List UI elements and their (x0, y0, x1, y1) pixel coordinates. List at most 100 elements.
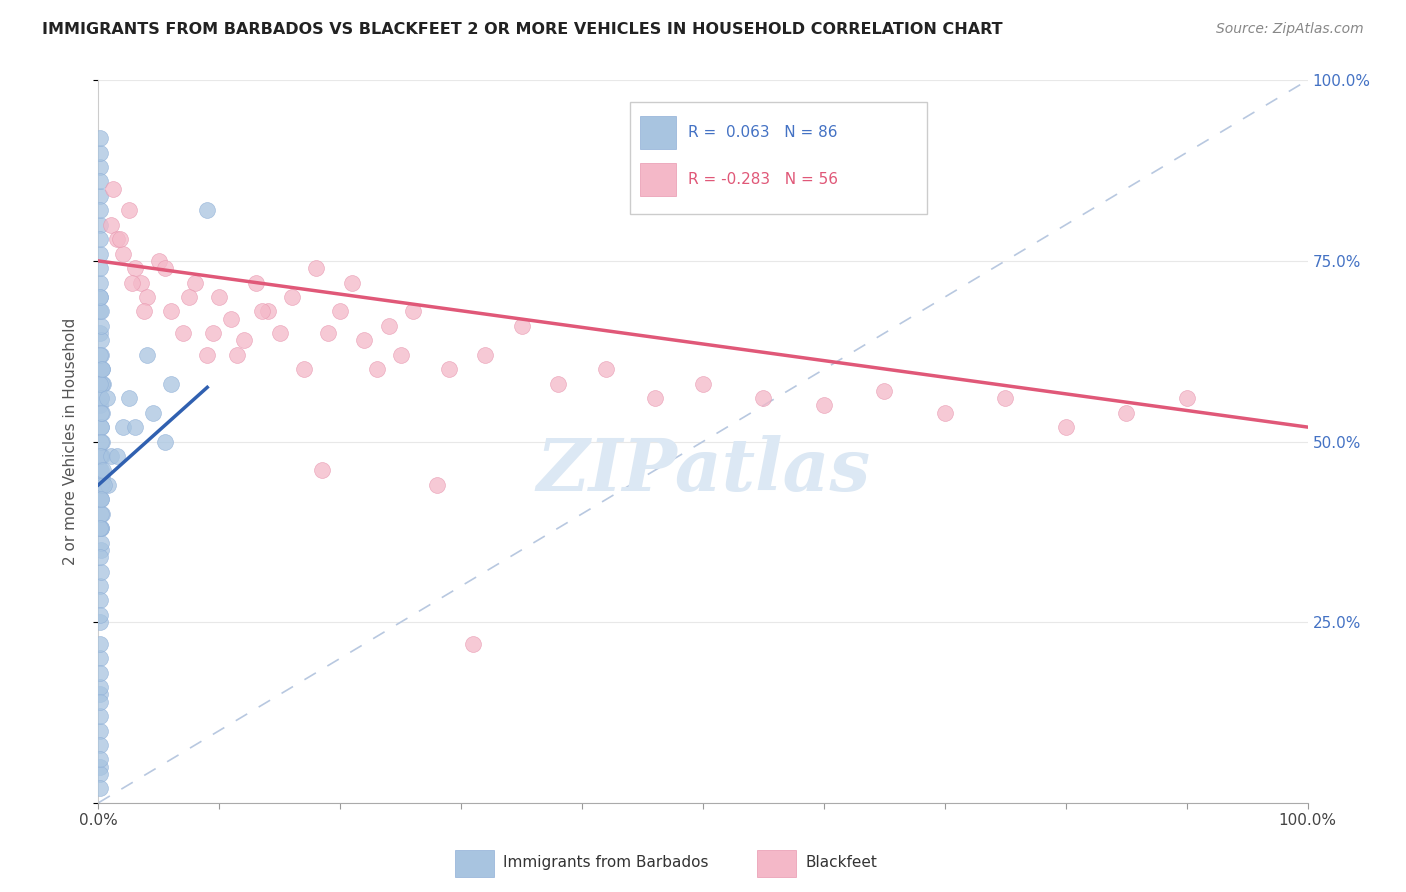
Point (89, 463, 111, 477)
Point (89, 261, 111, 276)
Point (89, 738, 111, 752)
Point (96, 391, 118, 405)
Text: Source: ZipAtlas.com: Source: ZipAtlas.com (1216, 22, 1364, 37)
Point (90, 507, 112, 521)
Point (105, 232, 128, 246)
Point (232, 334, 254, 348)
Point (89, 492, 111, 507)
Point (89, 521, 111, 535)
Point (91, 478, 114, 492)
Point (111, 246, 134, 260)
Point (179, 290, 201, 304)
Point (89, 680, 111, 694)
Point (89, 131, 111, 145)
Point (426, 478, 449, 492)
Point (1175, 391, 1198, 405)
Point (135, 348, 157, 362)
Point (118, 203, 141, 218)
Point (124, 420, 146, 434)
Point (100, 449, 122, 463)
FancyBboxPatch shape (640, 163, 676, 196)
Point (90, 449, 112, 463)
Point (91, 463, 114, 477)
Point (377, 318, 399, 333)
FancyBboxPatch shape (758, 850, 796, 877)
Text: Blackfeet: Blackfeet (806, 855, 877, 871)
Point (89, 665, 111, 680)
Point (93, 478, 115, 492)
Point (547, 376, 569, 391)
Point (91, 376, 114, 391)
Point (202, 326, 225, 340)
Point (994, 391, 1017, 405)
Point (353, 334, 375, 348)
Point (389, 348, 412, 362)
FancyBboxPatch shape (456, 850, 494, 877)
Point (148, 253, 170, 268)
Point (90, 521, 112, 535)
Point (90, 406, 112, 420)
Point (89, 174, 111, 188)
Point (89, 246, 111, 260)
Point (89, 615, 111, 630)
Point (89, 326, 111, 340)
Point (89, 550, 111, 565)
Point (90, 391, 112, 405)
Point (184, 276, 207, 290)
Point (89, 752, 111, 766)
Point (1115, 406, 1137, 420)
Point (89, 348, 111, 362)
Point (89, 290, 111, 304)
Point (437, 362, 460, 376)
Point (89, 695, 111, 709)
Point (89, 232, 111, 246)
Point (89, 593, 111, 607)
Point (118, 391, 141, 405)
Point (91, 406, 114, 420)
Text: R =  0.063   N = 86: R = 0.063 N = 86 (689, 125, 838, 140)
Point (292, 362, 315, 376)
Point (208, 290, 231, 304)
Point (91, 362, 114, 376)
Point (101, 182, 124, 196)
Point (89, 398, 111, 412)
Point (90, 492, 112, 507)
Point (316, 326, 339, 340)
Point (89, 651, 111, 665)
Point (89, 760, 111, 774)
Point (90, 334, 112, 348)
Point (100, 218, 122, 232)
Point (226, 348, 249, 362)
Point (134, 304, 156, 318)
Point (172, 326, 194, 340)
Point (135, 290, 157, 304)
Point (90, 391, 112, 405)
Point (89, 160, 111, 174)
Point (108, 232, 131, 246)
Point (91, 434, 114, 449)
Point (89, 449, 111, 463)
Point (89, 304, 111, 318)
Point (281, 290, 304, 304)
Point (91, 449, 114, 463)
Point (644, 391, 666, 405)
Point (160, 376, 183, 391)
Point (89, 218, 111, 232)
Point (873, 384, 896, 398)
Point (97, 478, 120, 492)
Point (934, 406, 956, 420)
Point (342, 276, 364, 290)
Point (90, 348, 112, 362)
Point (595, 362, 617, 376)
Point (221, 311, 243, 326)
Point (329, 304, 352, 318)
Point (89, 189, 111, 203)
Point (90, 521, 112, 535)
Point (90, 420, 112, 434)
Point (245, 276, 267, 290)
Point (89, 290, 111, 304)
Point (89, 203, 111, 218)
Point (142, 406, 165, 420)
Point (91, 507, 114, 521)
Point (89, 376, 111, 391)
